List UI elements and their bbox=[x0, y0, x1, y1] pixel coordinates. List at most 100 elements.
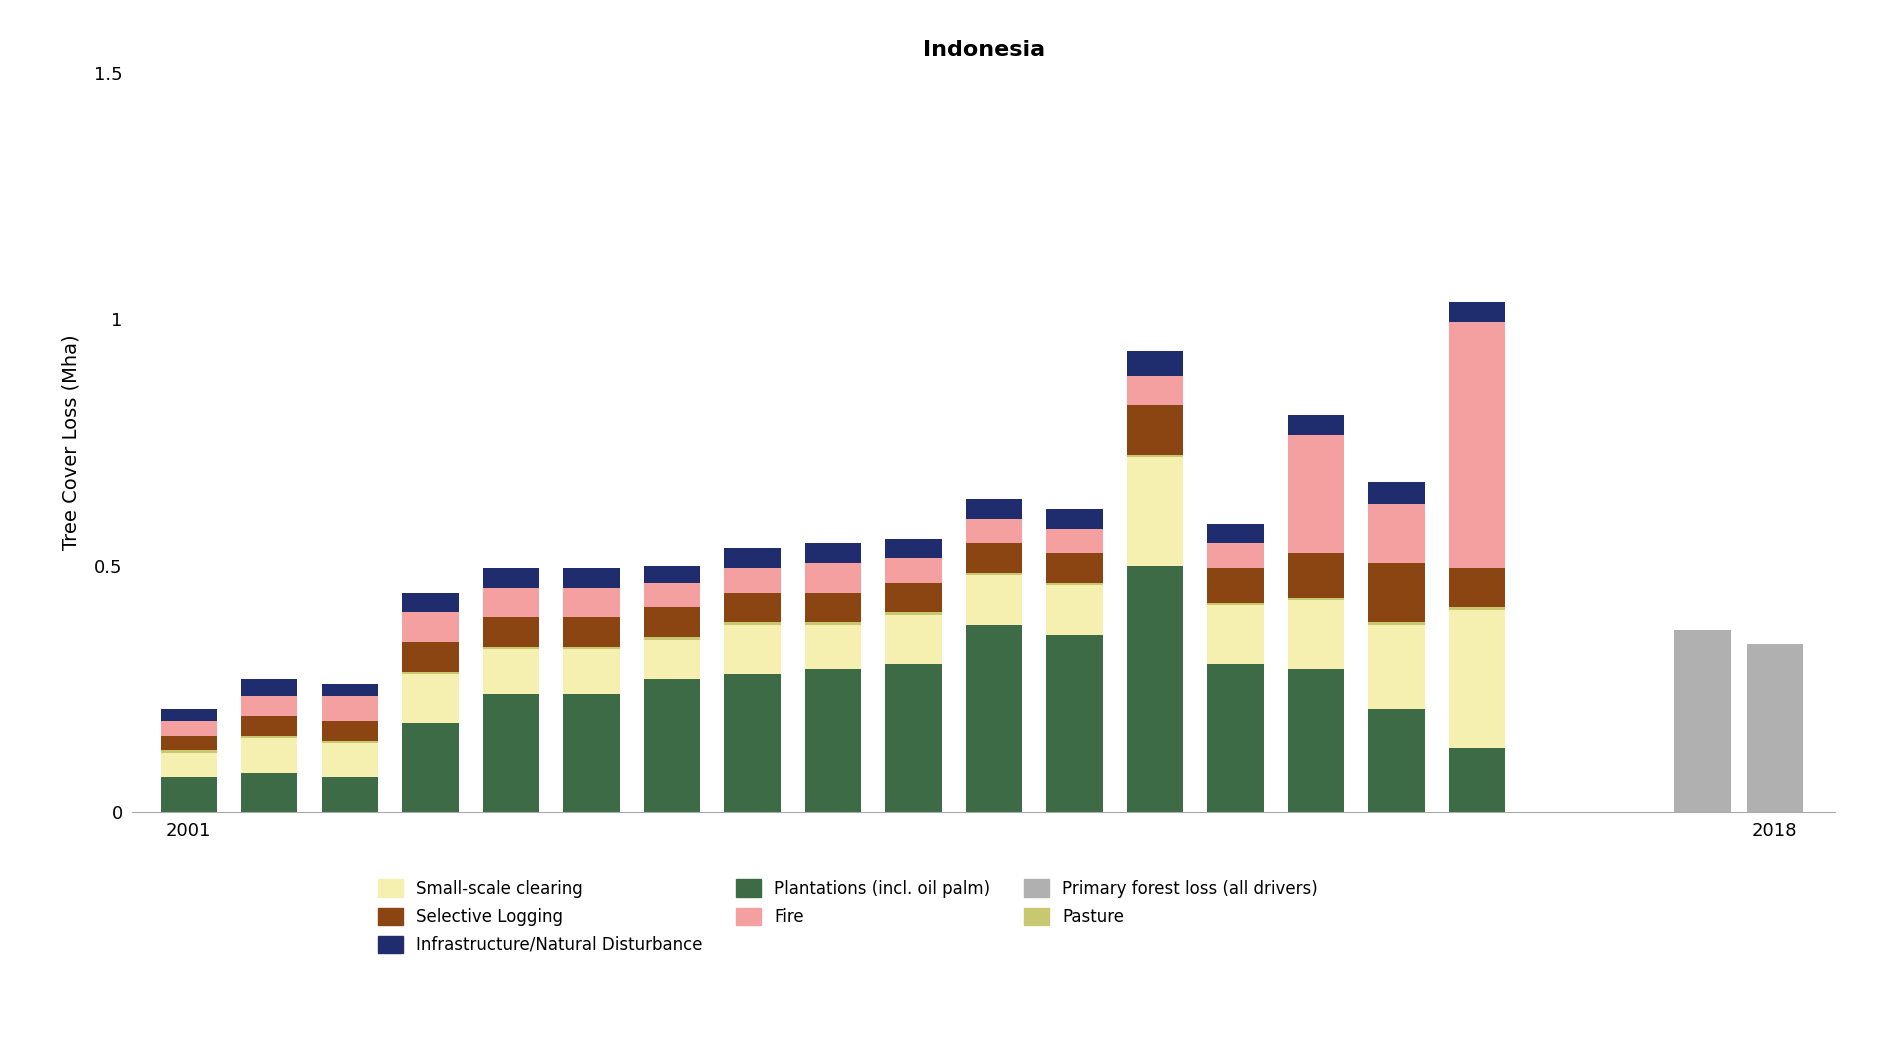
Title: Indonesia: Indonesia bbox=[923, 41, 1044, 60]
Legend: Small-scale clearing, Selective Logging, Infrastructure/Natural Disturbance, Pla: Small-scale clearing, Selective Logging,… bbox=[378, 880, 1317, 954]
Bar bbox=[1288, 435, 1343, 554]
Bar bbox=[1288, 600, 1343, 669]
Bar bbox=[965, 625, 1022, 812]
Bar bbox=[482, 617, 539, 646]
Bar bbox=[482, 693, 539, 812]
Bar bbox=[1674, 630, 1731, 812]
Bar bbox=[725, 625, 781, 674]
Bar bbox=[1207, 568, 1264, 603]
Bar bbox=[1449, 302, 1506, 322]
Bar bbox=[161, 736, 218, 751]
Bar bbox=[1207, 603, 1264, 605]
Bar bbox=[965, 576, 1022, 625]
Bar bbox=[322, 720, 378, 740]
Bar bbox=[1046, 635, 1103, 812]
Bar bbox=[885, 612, 942, 615]
Bar bbox=[885, 538, 942, 558]
Bar bbox=[1128, 351, 1182, 376]
Bar bbox=[482, 646, 539, 650]
Bar bbox=[885, 615, 942, 664]
Bar bbox=[403, 642, 458, 671]
Bar bbox=[1368, 709, 1425, 812]
Bar bbox=[725, 674, 781, 812]
Bar bbox=[161, 751, 218, 753]
Bar bbox=[643, 583, 700, 608]
Bar bbox=[240, 696, 297, 716]
Bar bbox=[564, 693, 619, 812]
Bar bbox=[1288, 554, 1343, 598]
Bar bbox=[1207, 524, 1264, 543]
Bar bbox=[240, 736, 297, 738]
Bar bbox=[643, 637, 700, 639]
Bar bbox=[240, 716, 297, 736]
Bar bbox=[1207, 543, 1264, 568]
Bar bbox=[1046, 554, 1103, 583]
Bar bbox=[564, 617, 619, 646]
Bar bbox=[240, 772, 297, 812]
Bar bbox=[965, 518, 1022, 543]
Bar bbox=[403, 723, 458, 812]
Bar bbox=[725, 592, 781, 623]
Bar bbox=[804, 592, 861, 623]
Bar bbox=[1368, 625, 1425, 709]
Bar bbox=[643, 565, 700, 583]
Bar bbox=[1128, 376, 1182, 406]
Bar bbox=[322, 684, 378, 696]
Bar bbox=[643, 679, 700, 812]
Bar bbox=[643, 608, 700, 637]
Bar bbox=[564, 646, 619, 650]
Bar bbox=[322, 740, 378, 743]
Bar bbox=[1046, 529, 1103, 554]
Bar bbox=[482, 588, 539, 617]
Bar bbox=[804, 623, 861, 625]
Bar bbox=[804, 625, 861, 669]
Bar bbox=[482, 568, 539, 588]
Bar bbox=[240, 738, 297, 772]
Bar bbox=[1128, 457, 1182, 565]
Bar bbox=[564, 588, 619, 617]
Bar bbox=[725, 623, 781, 625]
Bar bbox=[322, 743, 378, 778]
Bar bbox=[240, 679, 297, 696]
Bar bbox=[1128, 455, 1182, 457]
Bar bbox=[482, 650, 539, 693]
Bar bbox=[1288, 415, 1343, 435]
Bar bbox=[564, 650, 619, 693]
Bar bbox=[1128, 406, 1182, 455]
Bar bbox=[1288, 598, 1343, 600]
Bar bbox=[564, 568, 619, 588]
Bar bbox=[965, 499, 1022, 518]
Bar bbox=[804, 669, 861, 812]
Bar bbox=[643, 639, 700, 679]
Bar bbox=[885, 558, 942, 583]
Bar bbox=[965, 573, 1022, 576]
Bar bbox=[403, 612, 458, 642]
Bar bbox=[804, 543, 861, 563]
Bar bbox=[965, 543, 1022, 573]
Bar bbox=[1368, 504, 1425, 563]
Bar bbox=[403, 592, 458, 612]
Bar bbox=[1046, 509, 1103, 529]
Bar bbox=[1449, 568, 1506, 608]
Bar bbox=[885, 583, 942, 612]
Bar bbox=[1207, 664, 1264, 812]
Bar bbox=[1046, 585, 1103, 635]
Bar bbox=[1368, 623, 1425, 625]
Bar bbox=[1449, 610, 1506, 747]
Bar bbox=[1746, 644, 1803, 812]
Bar bbox=[1288, 669, 1343, 812]
Y-axis label: Tree Cover Loss (Mha): Tree Cover Loss (Mha) bbox=[61, 334, 79, 551]
Bar bbox=[1128, 565, 1182, 812]
Bar bbox=[804, 563, 861, 592]
Bar bbox=[885, 664, 942, 812]
Bar bbox=[1368, 563, 1425, 623]
Bar bbox=[403, 671, 458, 674]
Bar bbox=[322, 778, 378, 812]
Bar bbox=[161, 709, 218, 720]
Bar bbox=[1368, 482, 1425, 504]
Bar bbox=[1449, 608, 1506, 610]
Bar bbox=[1449, 322, 1506, 568]
Bar bbox=[725, 549, 781, 568]
Bar bbox=[725, 568, 781, 592]
Bar bbox=[1449, 747, 1506, 812]
